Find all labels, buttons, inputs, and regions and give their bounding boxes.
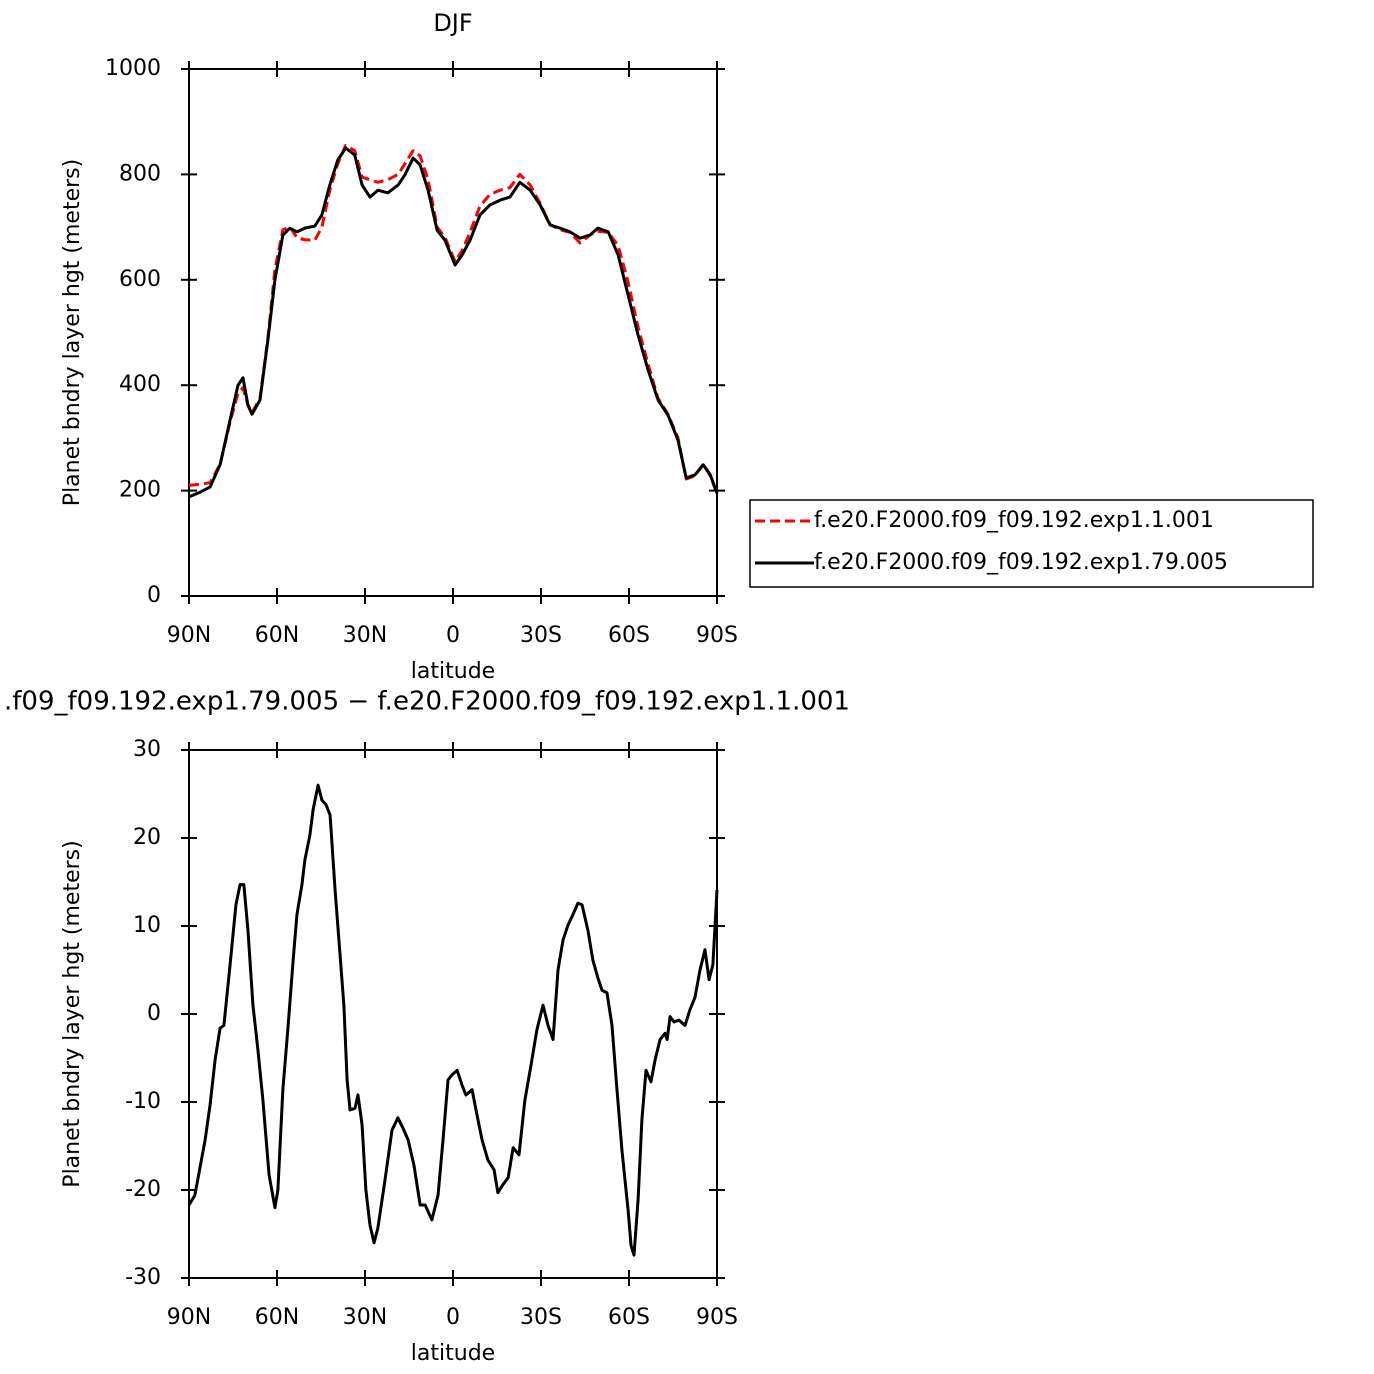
x-tick-label: 90S [696, 623, 738, 648]
y-tick-label: 200 [119, 478, 161, 503]
y-tick-label: 800 [119, 161, 161, 186]
x-tick-label: 30S [520, 1305, 562, 1330]
y-tick-label: -20 [125, 1177, 161, 1202]
x-tick-label: 60S [608, 1305, 650, 1330]
x-tick-label: 0 [446, 1305, 460, 1330]
series-line [187, 783, 719, 1257]
y-axis-label: Planet bndry layer hgt (meters) [60, 840, 85, 1187]
y-tick-label: 600 [119, 267, 161, 292]
y-tick-label: 10 [133, 913, 161, 938]
series-line [188, 143, 719, 494]
x-tick-label: 90N [167, 1305, 211, 1330]
x-tick-label: 60N [255, 623, 299, 648]
y-tick-label: -10 [125, 1089, 161, 1114]
y-tick-label: -30 [125, 1265, 161, 1290]
x-tick-label: 60N [255, 1305, 299, 1330]
chart-title: DJF [433, 9, 472, 37]
y-tick-label: 1000 [105, 56, 161, 81]
legend-box [749, 499, 1314, 588]
y-axis-label: Planet bndry layer hgt (meters) [60, 159, 85, 506]
x-tick-label: 30N [343, 623, 387, 648]
series-line [188, 146, 719, 499]
x-tick-label: 30N [343, 1305, 387, 1330]
y-tick-label: 0 [147, 1001, 161, 1026]
x-tick-label: 90S [696, 1305, 738, 1330]
x-axis-label: latitude [411, 1341, 495, 1366]
y-tick-label: 0 [147, 583, 161, 608]
plot-frame [188, 749, 718, 1279]
y-tick-label: 400 [119, 372, 161, 397]
y-tick-label: 30 [133, 737, 161, 762]
x-tick-label: 90N [167, 623, 211, 648]
x-axis-label: latitude [411, 659, 495, 684]
chart-title: .f09_f09.192.exp1.79.005 − f.e20.F2000.f… [4, 687, 850, 717]
y-tick-label: 20 [133, 825, 161, 850]
legend-label: f.e20.F2000.f09_f09.192.exp1.1.001 [814, 508, 1214, 533]
x-tick-label: 0 [446, 623, 460, 648]
legend-label: f.e20.F2000.f09_f09.192.exp1.79.005 [814, 550, 1228, 575]
x-tick-label: 30S [520, 623, 562, 648]
plot-frame [188, 68, 718, 597]
x-tick-label: 60S [608, 623, 650, 648]
